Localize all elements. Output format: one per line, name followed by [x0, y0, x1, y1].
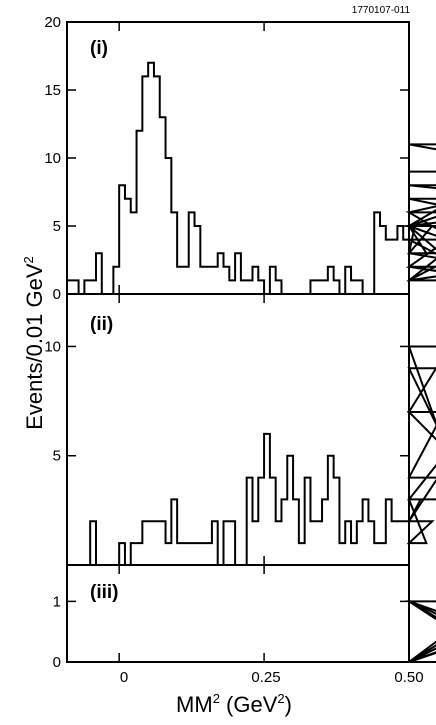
y-axis-title: Events/0.01 GeV2: [21, 256, 47, 430]
x-tick-label-0: 0: [120, 669, 128, 686]
panel-iii-frame: [66, 564, 410, 663]
histogram-panel-iii: [67, 600, 436, 663]
y-tick-label: 20: [44, 14, 61, 31]
y-tick-label: 0: [53, 286, 61, 303]
axis-ticks: [67, 21, 410, 663]
y-tick-label: 1: [53, 593, 61, 610]
x-tick-label-025: 0.25: [251, 669, 280, 686]
panel-ii-label: (ii): [90, 314, 113, 335]
y-tick-label: 10: [44, 338, 61, 355]
y-tick-labels: 0 5 10 15 20 5 10 0 1: [44, 14, 61, 671]
y-tick-label: 0: [53, 654, 61, 671]
y-tick-label: 10: [44, 150, 61, 167]
y-tick-label: 15: [44, 82, 61, 99]
y-tick-label: 5: [53, 448, 61, 465]
figure-id: 1770107-011: [352, 5, 411, 16]
histogram-panel-ii: [67, 345, 436, 566]
y-tick-label: 5: [53, 218, 61, 235]
panel-iii-label: (iii): [90, 582, 119, 603]
histogram-panel-i: [67, 61, 436, 295]
x-tick-label-050: 0.50: [394, 669, 423, 686]
panel-i-label: (i): [90, 38, 108, 59]
x-axis-title: MM2 (GeV2): [176, 691, 292, 717]
